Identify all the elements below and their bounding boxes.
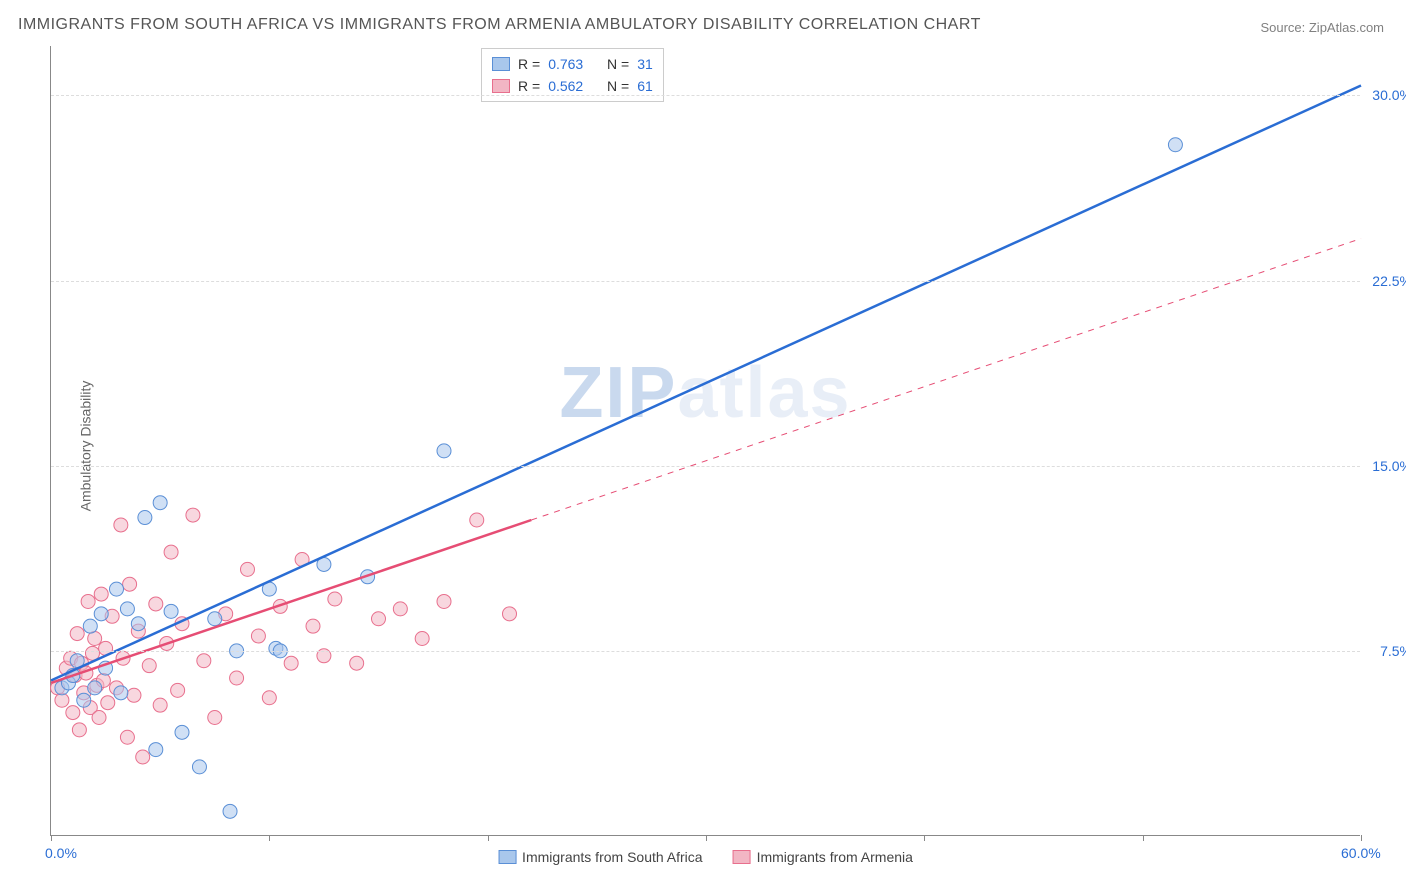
gridline bbox=[51, 95, 1360, 96]
xtick-label: 0.0% bbox=[45, 845, 77, 861]
ytick-label: 7.5% bbox=[1380, 643, 1406, 659]
xtick bbox=[1361, 835, 1362, 841]
chart-container: IMMIGRANTS FROM SOUTH AFRICA VS IMMIGRAN… bbox=[0, 0, 1406, 892]
xtick-label: 60.0% bbox=[1341, 845, 1381, 861]
chart-title: IMMIGRANTS FROM SOUTH AFRICA VS IMMIGRAN… bbox=[18, 16, 981, 34]
swatch-icon bbox=[733, 850, 751, 864]
plot-svg bbox=[51, 46, 1360, 835]
legend-item: Immigrants from Armenia bbox=[733, 849, 913, 865]
xtick bbox=[269, 835, 270, 841]
plot-area: ZIPatlas R = 0.763 N = 31 R = 0.562 N = … bbox=[50, 46, 1360, 836]
ytick-label: 22.5% bbox=[1372, 273, 1406, 289]
ytick-label: 15.0% bbox=[1372, 458, 1406, 474]
ytick-label: 30.0% bbox=[1372, 87, 1406, 103]
gridline bbox=[51, 651, 1360, 652]
source-label: Source: ZipAtlas.com bbox=[1260, 20, 1384, 35]
xtick bbox=[51, 835, 52, 841]
xtick bbox=[1143, 835, 1144, 841]
gridline bbox=[51, 281, 1360, 282]
gridline bbox=[51, 466, 1360, 467]
legend-label: Immigrants from South Africa bbox=[522, 849, 703, 865]
legend-label: Immigrants from Armenia bbox=[757, 849, 913, 865]
bottom-legend: Immigrants from South Africa Immigrants … bbox=[498, 849, 913, 865]
xtick bbox=[706, 835, 707, 841]
legend-item: Immigrants from South Africa bbox=[498, 849, 703, 865]
xtick bbox=[924, 835, 925, 841]
swatch-icon bbox=[498, 850, 516, 864]
xtick bbox=[488, 835, 489, 841]
